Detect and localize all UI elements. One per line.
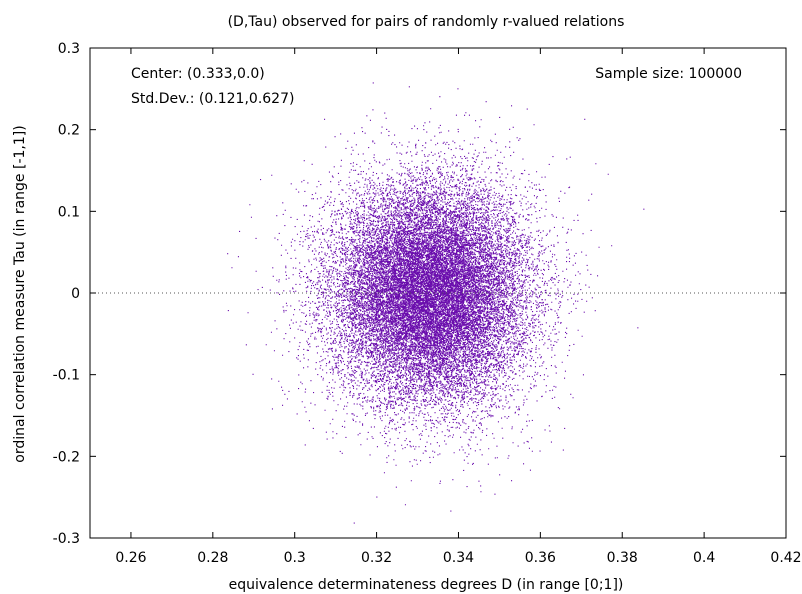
x-tick-label: 0.32	[361, 550, 392, 566]
x-axis-label: equivalence determinateness degrees D (i…	[229, 577, 624, 593]
scatter-point-cloud	[227, 82, 645, 524]
y-tick-label: -0.2	[53, 449, 80, 465]
y-axis-label: ordinal correlation measure Tau (in rang…	[12, 125, 28, 462]
x-tick-label: 0.36	[525, 550, 556, 566]
x-axis: 0.26 0.28 0.3 0.32 0.34 0.36 0.38 0.4 0.42	[115, 48, 802, 566]
y-tick-label: 0.1	[58, 204, 80, 220]
y-axis: 0.3 0.2 0.1 0 -0.1 -0.2 -0.3	[53, 41, 786, 547]
y-tick-label: 0	[71, 286, 80, 302]
y-tick-label: 0.2	[58, 123, 80, 139]
center-annotation: Center: (0.333,0.0)	[131, 66, 265, 82]
x-tick-label: 0.34	[443, 550, 474, 566]
x-tick-label: 0.4	[693, 550, 715, 566]
x-tick-label: 0.26	[115, 550, 146, 566]
y-tick-label: 0.3	[58, 41, 80, 57]
stddev-annotation: Std.Dev.: (0.121,0.627)	[131, 91, 294, 107]
x-tick-label: 0.3	[284, 550, 306, 566]
x-tick-label: 0.38	[607, 550, 638, 566]
sample-size-annotation: Sample size: 100000	[595, 66, 742, 82]
scatter-points	[227, 82, 645, 524]
x-tick-label: 0.28	[197, 550, 228, 566]
y-tick-label: -0.3	[53, 531, 80, 547]
y-tick-label: -0.1	[53, 368, 80, 384]
chart-title: (D,Tau) observed for pairs of randomly r…	[228, 14, 625, 30]
x-tick-label: 0.42	[770, 550, 801, 566]
